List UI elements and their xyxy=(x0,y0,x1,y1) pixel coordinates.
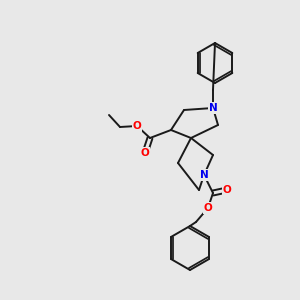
Text: N: N xyxy=(200,170,208,180)
Text: N: N xyxy=(208,103,217,113)
Text: O: O xyxy=(141,148,149,158)
Text: O: O xyxy=(133,121,141,131)
Text: O: O xyxy=(204,203,212,213)
Text: O: O xyxy=(223,185,231,195)
